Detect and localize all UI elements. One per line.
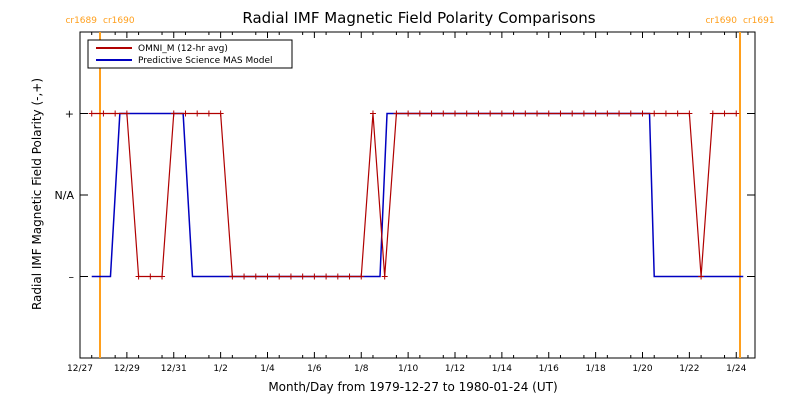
omni-point-43 <box>592 110 599 117</box>
omni-point-3 <box>123 110 130 117</box>
omni-point-29 <box>428 110 435 117</box>
y-tick-label-0: + <box>65 108 74 121</box>
omni-point-45 <box>616 110 623 117</box>
omni-point-18 <box>299 273 306 280</box>
y-tick-labels: + N/A – <box>55 108 75 284</box>
omni-point-31 <box>452 110 458 117</box>
axis-ticks <box>79 32 755 358</box>
carrington-label-left-0: cr1689 <box>65 16 97 26</box>
omni-point-34 <box>487 110 494 117</box>
omni-point-23 <box>358 273 365 280</box>
omni-point-1 <box>100 110 107 117</box>
x-tick-label-14: 1/24 <box>726 364 746 374</box>
legend-label-omni: OMNI_M (12-hr avg) <box>138 44 228 54</box>
series-omni <box>88 110 740 280</box>
x-tick-label-0: 12/27 <box>67 364 93 374</box>
x-tick-label-8: 1/12 <box>445 364 465 374</box>
omni-point-8 <box>182 110 189 117</box>
omni-point-21 <box>334 273 341 280</box>
omni-point-37 <box>522 110 529 117</box>
omni-point-51 <box>686 110 693 117</box>
omni-point-47 <box>639 110 646 117</box>
x-tick-label-2: 12/31 <box>161 364 187 374</box>
omni-point-22 <box>346 273 353 280</box>
legend: OMNI_M (12-hr avg) Predictive Science MA… <box>87 39 293 69</box>
legend-label-mas: Predictive Science MAS Model <box>138 56 273 66</box>
x-tick-label-13: 1/22 <box>679 364 699 374</box>
y-tick-label-2: – <box>69 271 75 284</box>
series-line-mas <box>91 112 744 278</box>
x-tick-label-9: 1/14 <box>492 364 512 374</box>
omni-point-36 <box>510 110 517 117</box>
omni-point-20 <box>323 273 330 280</box>
plot-frame <box>79 31 756 359</box>
x-axis-label: Month/Day from 1979-12-27 to 1980-01-24 … <box>268 380 557 394</box>
omni-point-0 <box>88 110 95 117</box>
omni-point-26 <box>393 110 400 117</box>
carrington-label-right-0: cr1690 <box>103 16 135 26</box>
omni-point-14 <box>252 273 259 280</box>
omni-point-30 <box>440 110 447 117</box>
omni-point-54 <box>721 110 728 117</box>
x-tick-label-5: 1/6 <box>307 364 322 374</box>
carrington-label-left-1: cr1690 <box>705 16 737 26</box>
plot-border <box>79 31 756 359</box>
omni-point-16 <box>276 273 283 280</box>
x-tick-label-4: 1/4 <box>260 364 275 374</box>
omni-point-40 <box>557 110 564 117</box>
omni-point-13 <box>241 273 248 280</box>
omni-point-15 <box>264 273 271 280</box>
omni-point-35 <box>498 110 505 117</box>
x-tick-label-10: 1/16 <box>539 364 559 374</box>
x-tick-label-1: 12/29 <box>114 364 140 374</box>
omni-point-38 <box>534 110 541 117</box>
carrington-label-right-1: cr1691 <box>743 16 775 26</box>
omni-point-48 <box>651 110 658 117</box>
omni-point-33 <box>475 110 482 117</box>
x-tick-label-6: 1/8 <box>354 364 369 374</box>
omni-point-9 <box>194 110 201 117</box>
omni-point-17 <box>287 273 294 280</box>
series-mas <box>91 112 744 278</box>
omni-point-53 <box>709 110 716 117</box>
omni-point-32 <box>463 110 470 117</box>
y-tick-label-1: N/A <box>55 189 75 202</box>
omni-point-49 <box>662 110 669 117</box>
omni-point-52 <box>698 273 705 280</box>
omni-point-46 <box>627 110 634 117</box>
chart-title: Radial IMF Magnetic Field Polarity Compa… <box>242 9 595 27</box>
y-axis-label: Radial IMF Magnetic Field Polarity (-,+) <box>30 78 44 310</box>
x-tick-labels: 12/27 12/29 12/31 1/2 1/4 1/6 1/8 1/10 1/12 1/14 1… <box>67 364 747 374</box>
omni-point-12 <box>229 273 236 280</box>
omni-point-55 <box>733 110 740 117</box>
omni-point-7 <box>170 110 177 117</box>
omni-point-5 <box>147 273 154 280</box>
omni-point-39 <box>545 110 552 117</box>
omni-point-41 <box>569 110 576 117</box>
x-tick-label-11: 1/18 <box>586 364 606 374</box>
omni-point-27 <box>405 110 412 117</box>
omni-point-28 <box>416 110 423 117</box>
legend-box <box>87 39 293 69</box>
x-tick-label-7: 1/10 <box>398 364 418 374</box>
omni-point-10 <box>205 110 212 117</box>
x-tick-label-12: 1/20 <box>632 364 652 374</box>
omni-point-2 <box>112 110 119 117</box>
carrington-markers: cr1689 cr1690 cr1690 cr1691 <box>65 16 775 358</box>
omni-point-11 <box>217 110 224 117</box>
omni-point-19 <box>311 273 318 280</box>
omni-point-50 <box>674 110 681 117</box>
omni-point-42 <box>580 110 587 117</box>
omni-point-24 <box>369 110 376 117</box>
omni-point-6 <box>159 273 166 280</box>
x-tick-label-3: 1/2 <box>213 364 227 374</box>
omni-point-25 <box>381 273 388 280</box>
omni-point-44 <box>604 110 611 117</box>
omni-point-4 <box>135 273 142 280</box>
